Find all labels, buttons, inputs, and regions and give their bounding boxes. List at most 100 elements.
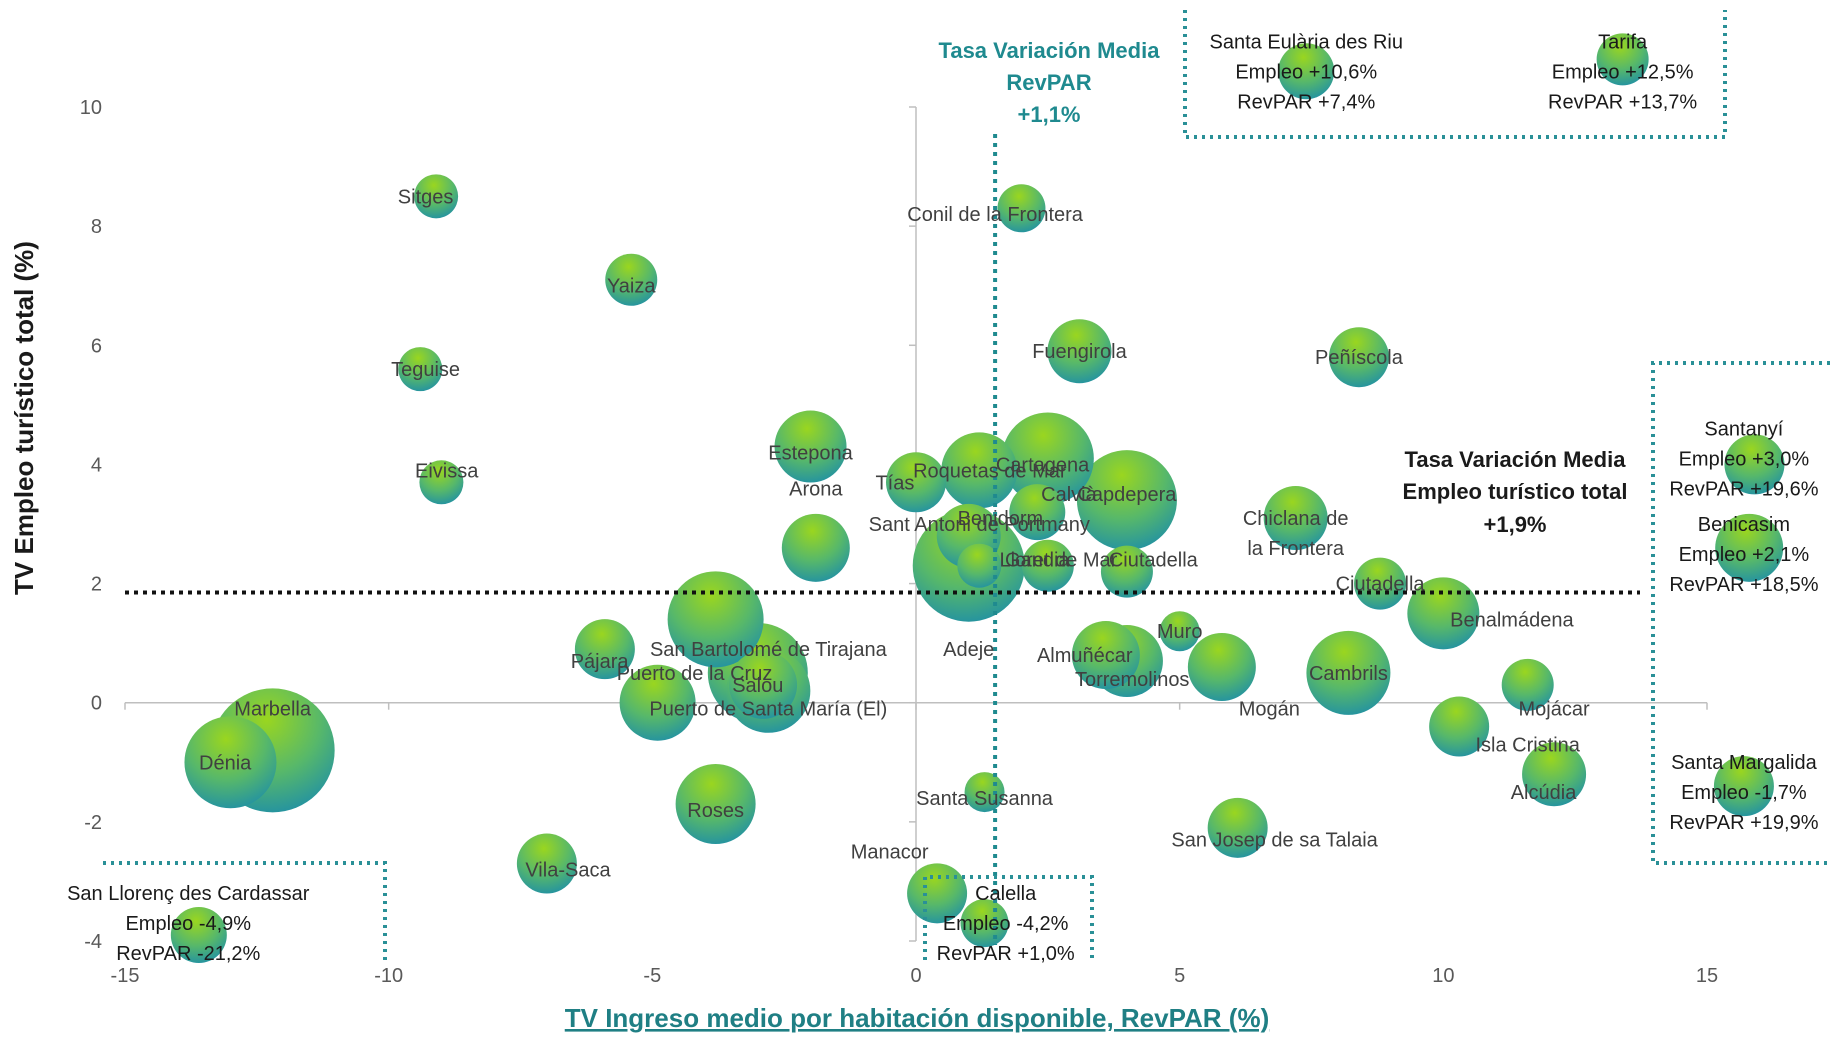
bubble-label: Capdepera (1077, 484, 1177, 506)
callout-empleo: Empleo -1,7% (1681, 782, 1807, 804)
mean-y-title-line2: Empleo turístico total (1403, 479, 1628, 504)
callout-revpar: RevPAR +19,9% (1669, 812, 1818, 834)
bubble-label: Arona (789, 478, 843, 500)
mean-x-value: +1,1% (1018, 102, 1081, 127)
bubble-point: Almuñécar (1071, 621, 1140, 690)
callout-revpar: RevPAR +18,5% (1669, 574, 1818, 596)
bubble-point: Dénia (184, 716, 277, 809)
x-tick-label: -15 (111, 965, 140, 987)
bubble-point: Mogán (1187, 632, 1256, 701)
x-tick-label: 0 (910, 965, 921, 987)
callout-name: Benicasim (1698, 514, 1790, 536)
callout-revpar: RevPAR +1,0% (937, 943, 1075, 965)
box-right (1651, 361, 1830, 865)
y-axis-label: TV Empleo turístico total (%) (9, 241, 39, 595)
bubble-label: Estepona (768, 443, 853, 465)
bubble-label: Eivissa (415, 460, 479, 482)
bubble-point: Tarifa (1596, 33, 1649, 86)
y-tick-label: 10 (80, 97, 102, 119)
bubble-point: Teguise (398, 347, 443, 392)
callout-empleo: Empleo -4,9% (125, 913, 251, 935)
bubble-point: Cambrils (1306, 630, 1391, 715)
bubble-label: Torremolinos (1075, 669, 1189, 691)
x-tick-label: -10 (374, 965, 403, 987)
bubble-label: Almuñécar (1037, 645, 1133, 667)
bubble-point: Tías (957, 543, 1002, 588)
box-top (1183, 10, 1727, 139)
y-tick-label: -4 (84, 931, 102, 953)
bubble-label: Peñíscola (1315, 347, 1404, 369)
callout-empleo: Empleo +10,6% (1235, 61, 1377, 83)
bubble-label: Santa Susanna (916, 788, 1054, 810)
bubble-point: Cartagena (1001, 412, 1094, 505)
bubble-label: Puerto de la Cruz (617, 663, 773, 685)
x-tick-label: -5 (643, 965, 661, 987)
bubble-point: Santanyí (1724, 434, 1785, 495)
callout: Calella Empleo -4,2% RevPAR +1,0% (937, 883, 1075, 965)
bubble-point: Alcúdia (1522, 742, 1587, 807)
bubble-point: San Bartolomé de Tirajana (667, 571, 764, 668)
bubble-point: Santa Eulària des Riu (1278, 43, 1335, 100)
callout-name: Santa Eulària des Riu (1210, 31, 1403, 53)
bubble-label: Lloret de Mar (999, 550, 1117, 572)
callout-revpar: RevPAR +13,7% (1548, 91, 1697, 113)
callout-empleo: Empleo +12,5% (1552, 61, 1694, 83)
bubble-label: Tías (875, 472, 914, 494)
mean-y-title-line1: Tasa Variación Media (1405, 447, 1627, 472)
bubble-label: Benalmádena (1450, 609, 1574, 631)
mean-y-title: Tasa Variación Media Empleo turístico to… (1403, 447, 1628, 537)
bubble-label: Fuengirola (1032, 341, 1127, 363)
bubble-label: Chiclana de (1243, 508, 1349, 530)
bubble-label: Adeje (943, 639, 994, 661)
bubble-label: Cambrils (1309, 663, 1388, 685)
bubble-label: Ciutadella (1336, 574, 1426, 596)
bubble-point: Chiclana de la Frontera (1263, 486, 1328, 551)
bubble-point: Pájara (574, 619, 635, 680)
bubble-label: Pájara (571, 651, 630, 673)
bubble-point: Roses (675, 763, 756, 844)
bubble-label: Conil de la Frontera (907, 204, 1084, 226)
callout-revpar: RevPAR +19,6% (1669, 478, 1818, 500)
bubble-point: Conil de la Frontera (997, 184, 1046, 233)
bubble-label: Calvià (1041, 484, 1097, 506)
x-tick-label: 15 (1696, 965, 1718, 987)
bubble-label: Dénia (199, 752, 252, 774)
bubble-label: Salou (732, 675, 783, 697)
bubble-point: Calvià (1009, 484, 1066, 541)
callout-name: Tarifa (1598, 31, 1648, 53)
bubble-point: Puerto de la Cruz (619, 664, 696, 741)
bubble-point: Puerto de Santa María (El) (729, 650, 798, 719)
callout-empleo: Empleo -4,2% (943, 913, 1069, 935)
callout-empleo: Empleo +3,0% (1679, 448, 1810, 470)
bubble-label: Isla Cristina (1475, 734, 1580, 756)
bubble-label: Alcúdia (1511, 782, 1577, 804)
mean-x-title-line2: RevPAR (1006, 70, 1091, 95)
bubble-point: Estepona (774, 410, 847, 483)
bubble-label: Mogán (1239, 699, 1300, 721)
y-tick-label: 4 (91, 454, 102, 476)
bubble-label: Muro (1157, 621, 1203, 643)
x-tick-label: 5 (1174, 965, 1185, 987)
mean-x-title-line1: Tasa Variación Media (939, 38, 1161, 63)
y-tick-label: -2 (84, 812, 102, 834)
bubble-point: Capdepera (1076, 450, 1177, 551)
bubble-point: Mojácar (1501, 658, 1554, 711)
bubble-point: Sitges (414, 174, 459, 219)
callout: Benicasim Empleo +2,1% RevPAR +18,5% (1669, 514, 1818, 596)
bubble-point: San Llorenç des Cardassar (170, 907, 227, 964)
bubble-label: Puerto de Santa María (El) (649, 699, 887, 721)
bubble-label: Roses (687, 800, 744, 822)
x-axis-label: TV Ingreso medio por habitación disponib… (565, 1003, 1269, 1033)
bubble-label: Marbella (234, 699, 312, 721)
bubbles: Marbella Sant Antoni de Portmany Capdepera… (170, 33, 1785, 964)
bubble-point: Fuengirola (1047, 319, 1112, 384)
mean-lines (125, 134, 1640, 945)
bubble-label: la Frontera (1247, 538, 1345, 560)
callout-empleo: Empleo +2,1% (1679, 544, 1810, 566)
bubble-label: Benidorm (958, 508, 1044, 530)
bubble-point: Adeje (941, 432, 1018, 509)
